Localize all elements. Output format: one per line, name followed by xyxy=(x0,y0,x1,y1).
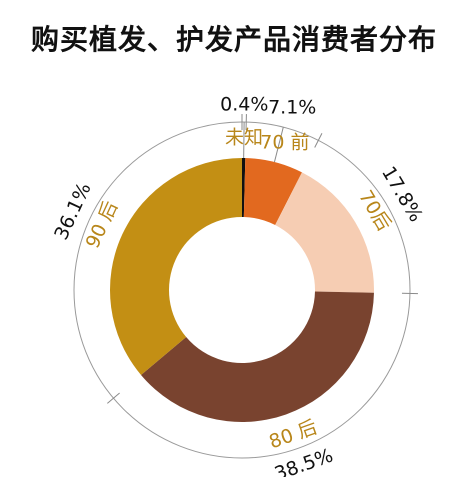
category-label-3: 80 后 xyxy=(266,416,320,453)
value-label-0: 0.4% xyxy=(220,94,268,116)
connector-1 xyxy=(273,127,284,163)
slice-3 xyxy=(141,291,374,423)
ring-tick-3 xyxy=(107,392,120,404)
chart-title: 购买植发、护发产品消费者分布 xyxy=(30,23,437,56)
value-label-1: 7.1% xyxy=(268,96,316,118)
category-label-0: 未知 xyxy=(225,127,263,149)
ring-tick-1 xyxy=(314,132,323,148)
category-label-1: 70 前 xyxy=(260,131,309,153)
slice-1 xyxy=(243,158,302,225)
slice-4 xyxy=(109,158,242,376)
slice-0 xyxy=(242,158,246,218)
slice-2 xyxy=(275,172,374,293)
